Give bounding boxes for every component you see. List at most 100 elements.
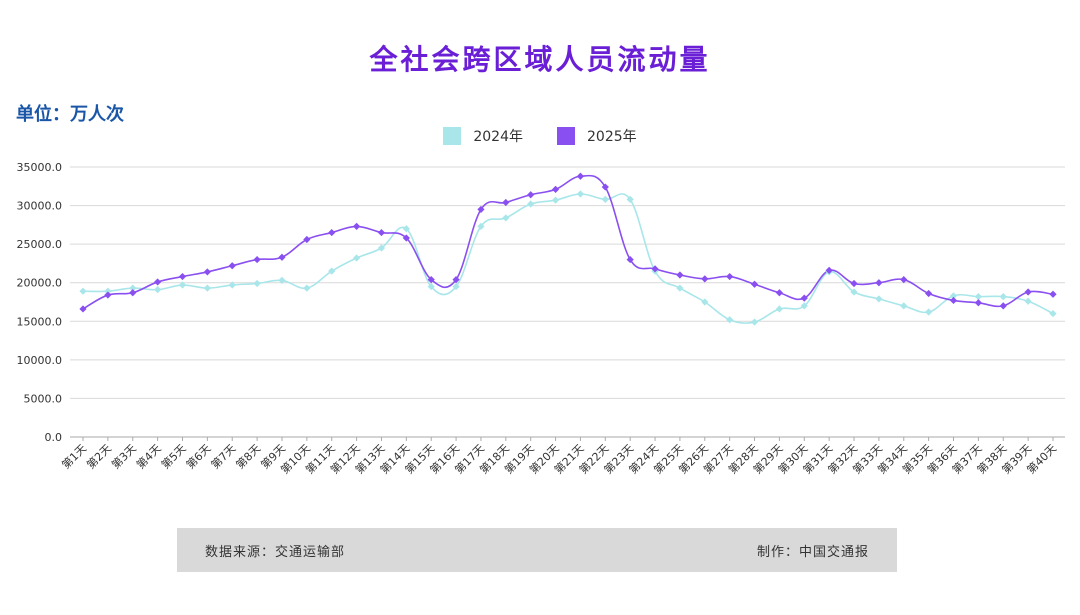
data-point-2024 [726,316,734,324]
data-point-2025 [1049,290,1057,298]
y-tick-label: 30000.0 [17,200,63,213]
data-point-2024 [253,279,261,288]
data-point-2024 [377,244,386,252]
data-point-2025 [477,205,485,214]
data-point-2025 [502,198,510,207]
data-point-2025 [701,275,709,283]
data-point-2024 [750,318,759,326]
data-point-2024 [203,284,211,292]
data-point-2025 [576,172,585,180]
data-point-2024 [875,295,883,303]
y-tick-label: 15000.0 [17,315,63,328]
data-point-2025 [900,276,908,284]
legend-swatch-2024 [443,127,462,145]
legend-item-2024[interactable]: 2024年 [443,126,523,146]
chart-title: 全社会跨区域人员流动量 [369,43,711,76]
data-point-2025 [775,289,784,297]
legend-label-2024: 2024年 [473,129,523,145]
data-point-2025 [1024,288,1032,296]
data-point-2025 [278,253,286,261]
data-point-2025 [925,289,933,298]
legend-swatch-2025 [557,127,575,145]
data-point-2024 [228,281,236,289]
data-point-2024 [79,287,87,295]
data-point-2024 [601,195,609,203]
data-point-2025 [949,296,958,305]
data-point-2025 [203,268,211,276]
data-point-2024 [626,195,634,203]
data-point-2025 [750,280,759,288]
data-point-2024 [303,284,311,292]
maker-text: 制作：中国交通报 [756,544,869,560]
data-point-2024 [775,305,784,313]
x-axis: 第1天第2天第3天第4天第5天第6天第7天第8天第9天第10天第11天第12天第… [59,437,1059,477]
y-axis: 0.0 5000.0 10000.0 15000.0 20000.0 25000.0 300… [17,161,63,444]
series-line-2025 [82,174,1054,310]
data-point-2025 [850,279,858,288]
data-point-2025 [129,289,137,297]
data-point-2024 [527,200,535,208]
data-point-2025 [527,191,535,199]
x-tick-label: 第2天 [84,441,114,471]
data-point-2025 [352,222,361,230]
x-tick-label: 第3天 [108,441,138,471]
data-point-2025 [253,255,261,264]
data-point-2025 [875,279,883,287]
y-tick-label: 10000.0 [17,354,63,367]
data-point-2024 [352,254,361,262]
data-point-2024 [900,302,908,310]
data-point-2025 [999,302,1007,310]
data-point-2024 [974,293,982,301]
y-tick-label: 5000.0 [24,392,63,405]
data-point-2024 [477,222,485,230]
data-point-2024 [676,284,684,292]
x-tick-label: 第6天 [183,441,213,471]
series-points [79,172,1057,326]
legend: 2024年 2025年 [0,126,1080,146]
data-point-2025 [377,228,386,237]
x-tick-label: 第8天 [233,441,263,471]
data-point-2024 [502,214,510,222]
data-point-2025 [825,266,833,274]
legend-label-2025: 2025年 [587,129,637,145]
data-point-2024 [178,281,187,289]
series-lines [82,174,1054,324]
data-point-2025 [154,278,162,286]
series-line-2024 [82,193,1054,324]
data-point-2025 [328,228,336,237]
data-point-2025 [726,272,734,281]
x-tick-label: 第4天 [133,441,163,471]
data-point-2024 [1024,297,1032,305]
data-point-2025 [402,234,410,242]
x-tick-label: 第7天 [208,441,238,471]
data-point-2025 [228,262,236,270]
legend-item-2025[interactable]: 2025年 [557,126,637,146]
y-tick-label: 20000.0 [17,277,63,290]
data-point-2025 [303,235,311,244]
data-point-2025 [551,185,560,193]
data-point-2024 [551,196,560,204]
data-point-2024 [925,308,933,316]
y-tick-label: 25000.0 [17,238,63,251]
data-point-2025 [974,299,982,307]
data-point-2024 [104,287,112,295]
line-chart: 0.0 5000.0 10000.0 15000.0 20000.0 25000.0 300… [17,161,1065,477]
footer-bar: 数据来源：交通运输部 制作：中国交通报 [177,528,897,572]
data-point-2024 [154,286,162,294]
source-text: 数据来源：交通运输部 [205,544,346,560]
data-point-2025 [676,271,684,279]
y-tick-label: 0.0 [45,431,63,444]
data-point-2024 [701,298,709,306]
data-point-2025 [104,291,112,299]
data-point-2024 [850,288,858,296]
grid-lines [70,166,1065,438]
data-point-2024 [999,293,1007,301]
data-point-2024 [1049,309,1057,318]
x-tick-label: 第5天 [158,441,188,471]
data-point-2025 [79,305,87,313]
y-tick-label: 35000.0 [17,161,63,174]
x-tick-label: 第1天 [59,441,89,471]
data-point-2025 [601,183,609,191]
data-point-2024 [402,225,410,233]
data-point-2025 [178,272,187,281]
